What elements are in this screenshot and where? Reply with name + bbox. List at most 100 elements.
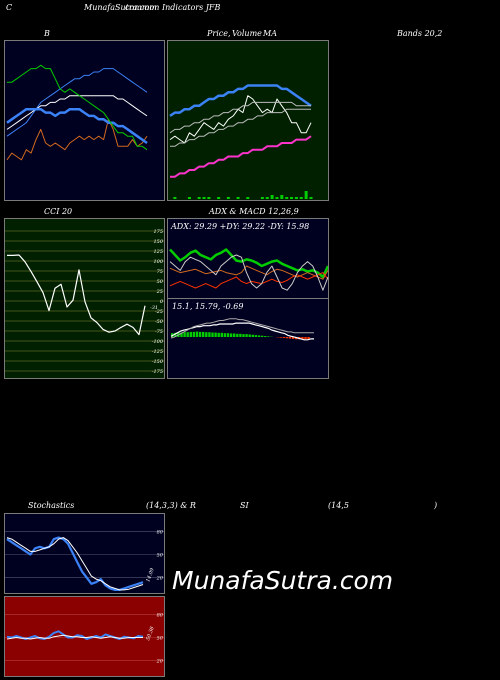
cci-label: CCI 20 <box>44 207 73 216</box>
cci-tick-label: -150 <box>152 359 164 365</box>
volume-bar <box>197 197 201 199</box>
volume-bar <box>270 195 274 199</box>
cci-tick-label: 125 <box>153 249 163 255</box>
macd-bar <box>264 336 267 337</box>
cci-chart: 175 150 125 100 75 50 25 0 -25 -50 -75 -100 -125 -150… <box>5 229 164 375</box>
volume-bar <box>226 197 230 199</box>
cci-tick-label: 25 <box>156 289 163 295</box>
cci-line <box>7 254 146 336</box>
stoch-k-line <box>6 536 144 592</box>
adx-macd-label: ADX & MACD 12,26,9 <box>209 207 299 216</box>
volume-bar <box>299 197 303 199</box>
rsi-chart: 80 50 20 50.38 <box>5 612 164 665</box>
volume-bar <box>290 197 294 199</box>
adx-line-0 <box>169 248 328 279</box>
stoch-params-label: (14,3,3) & R <box>146 501 196 510</box>
volume-bar <box>260 197 264 199</box>
macd-bar <box>198 331 202 337</box>
macd-bar <box>186 332 189 337</box>
macd-bar <box>251 334 254 337</box>
cci-tick-label: -175 <box>152 369 163 375</box>
volume-label: Volume <box>232 29 262 38</box>
stoch-last-label: 14.09 <box>145 567 156 583</box>
stochastics-label: Stochastics <box>28 501 75 510</box>
macd-signal-line <box>170 318 314 339</box>
macd-bar <box>242 334 245 337</box>
volume-bar <box>202 197 206 199</box>
cci-tick-label: -100 <box>152 339 164 345</box>
macd-bar <box>236 333 239 337</box>
macd-bar <box>260 335 264 337</box>
macd-chart: 15.1, 15.79, -0.69 <box>170 302 314 341</box>
macd-bar <box>291 337 295 339</box>
macd-bar <box>195 331 199 337</box>
macd-bar <box>211 332 214 337</box>
adx-panel: ADX: 29.29 +DY: 29.22 -DY: 15.98 <box>167 218 329 299</box>
volume-bar <box>265 197 269 199</box>
macd-bar <box>307 337 310 340</box>
macd-bar <box>254 335 258 337</box>
rsi-params-label: (14,5 <box>328 501 349 510</box>
price-panel <box>167 40 329 201</box>
volume-bar <box>294 197 298 199</box>
watermark: MunafaSutra.com <box>172 566 394 595</box>
macd-bar <box>282 337 285 338</box>
macd-bar <box>229 333 233 337</box>
adx-header: ADX: 29.29 +DY: 29.22 -DY: 15.98 <box>170 222 309 231</box>
volume-bar <box>304 191 308 199</box>
price-chart <box>169 84 313 199</box>
bands-label: Bands 20,2 <box>397 29 443 38</box>
corner-letter: C <box>6 3 13 12</box>
bb-label: B <box>44 29 50 38</box>
adx-line-2 <box>169 272 328 289</box>
price-line-2 <box>169 101 311 134</box>
macd-bar <box>285 337 289 339</box>
cci-tick-label: 75 <box>157 269 163 275</box>
rsi-signal-line <box>6 634 143 640</box>
ma-label: MA <box>263 29 277 38</box>
volume-bar <box>187 197 191 199</box>
bb-line-3 <box>6 107 148 145</box>
cci-tick-label: -125 <box>152 349 163 355</box>
price-line-3 <box>170 108 311 147</box>
volume-bar <box>285 197 289 199</box>
macd-bar <box>180 332 183 337</box>
bollinger-panel <box>4 40 165 201</box>
rsi-tick-label: 80 <box>157 612 164 618</box>
macd-bar <box>183 332 186 337</box>
si-label: SI <box>240 501 249 510</box>
volume-bar <box>275 197 279 199</box>
bb-line-2 <box>6 95 148 130</box>
macd-bar <box>223 333 227 337</box>
site-title: MunafaSutra.com <box>84 3 157 12</box>
macd-bar <box>220 332 223 337</box>
macd-line <box>170 322 314 341</box>
stochastics-panel: 80 50 20 14.09 <box>4 513 165 594</box>
volume-bar <box>309 197 313 199</box>
macd-bar <box>217 332 220 337</box>
stoch-d-line <box>6 537 144 591</box>
stoch-tick-label: 50 <box>157 553 164 559</box>
macd-bar <box>304 337 307 340</box>
macd-bar <box>301 337 304 340</box>
price-line-0 <box>169 95 312 144</box>
volume-bar <box>217 197 221 199</box>
volume-bar <box>280 195 284 199</box>
price-line-1 <box>169 84 312 117</box>
macd-bar <box>174 332 177 337</box>
cci-tick-label: 0 <box>160 299 164 305</box>
price-label: Price, <box>207 29 231 38</box>
macd-bar <box>288 337 292 339</box>
macd-bar <box>245 334 248 337</box>
cci-tick-label: 100 <box>153 259 163 265</box>
bb-line-1 <box>6 68 148 137</box>
cci-tick-label: -50 <box>155 319 164 325</box>
macd-bar <box>202 331 205 337</box>
macd-bar <box>192 331 196 337</box>
cci-tick-label: 150 <box>153 239 163 245</box>
rsi-close-label: ) <box>434 501 438 510</box>
stoch-tick-label: 20 <box>156 576 164 582</box>
rsi-tick-label: 20 <box>156 659 164 665</box>
price-line-4 <box>170 135 312 178</box>
cci-tick-label: -25 <box>155 309 163 315</box>
